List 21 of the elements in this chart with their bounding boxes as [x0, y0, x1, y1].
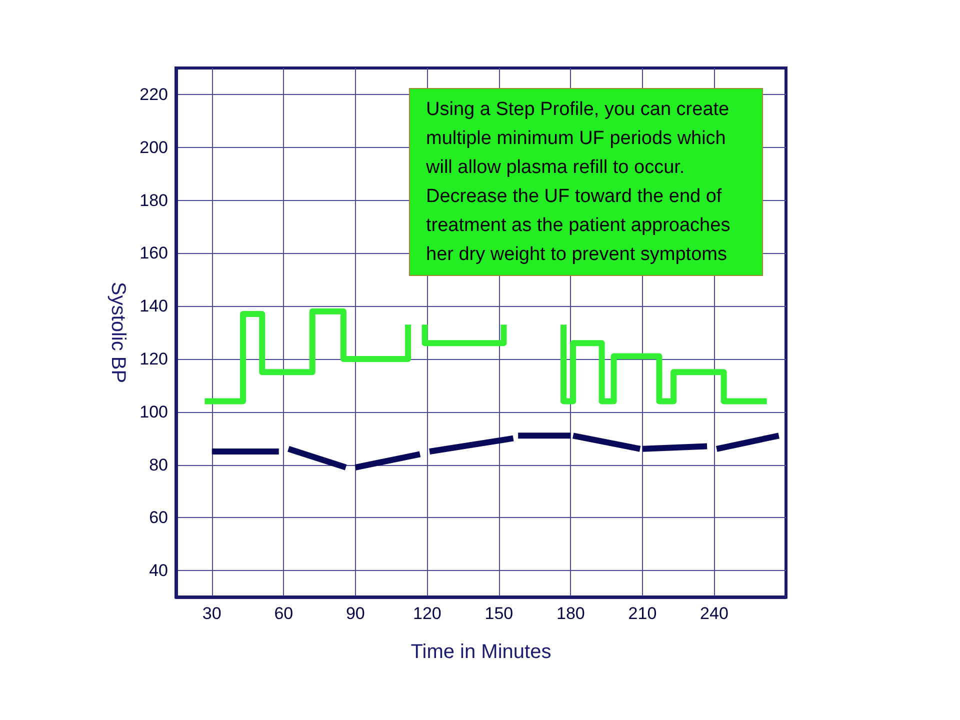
x-tick-label: 150 [484, 604, 514, 623]
y-tick-label: 120 [140, 349, 168, 368]
y-tick-label: 40 [149, 561, 168, 580]
y-tick-label: 180 [140, 190, 168, 210]
x-tick-label: 210 [628, 604, 657, 623]
x-tick-label: 90 [346, 604, 365, 623]
y-tick-label: 220 [140, 84, 168, 104]
x-tick-label: 60 [274, 604, 294, 623]
y-tick-label: 160 [140, 244, 168, 263]
y-tick-label: 200 [140, 138, 168, 157]
y-tick-label: 140 [140, 296, 168, 316]
x-tick-label: 180 [556, 604, 585, 623]
y-tick-label: 80 [149, 455, 168, 474]
y-tick-label: 100 [140, 402, 168, 422]
x-tick-label: 120 [412, 604, 442, 623]
y-axis-title: Systolic BP [107, 282, 129, 384]
y-tick-label: 60 [149, 508, 168, 528]
annotation: Using a Step Profile, you can create multiple minimum UF periods which will allow plasma refill to occur. Decrease the UF toward the end of treatment as the patient approaches her dry weight to prevent symptoms [425, 99, 736, 265]
x-tick-label: 30 [202, 604, 222, 623]
x-axis-title: Time in Minutes [410, 641, 552, 663]
x-tick-label: 240 [700, 604, 728, 623]
